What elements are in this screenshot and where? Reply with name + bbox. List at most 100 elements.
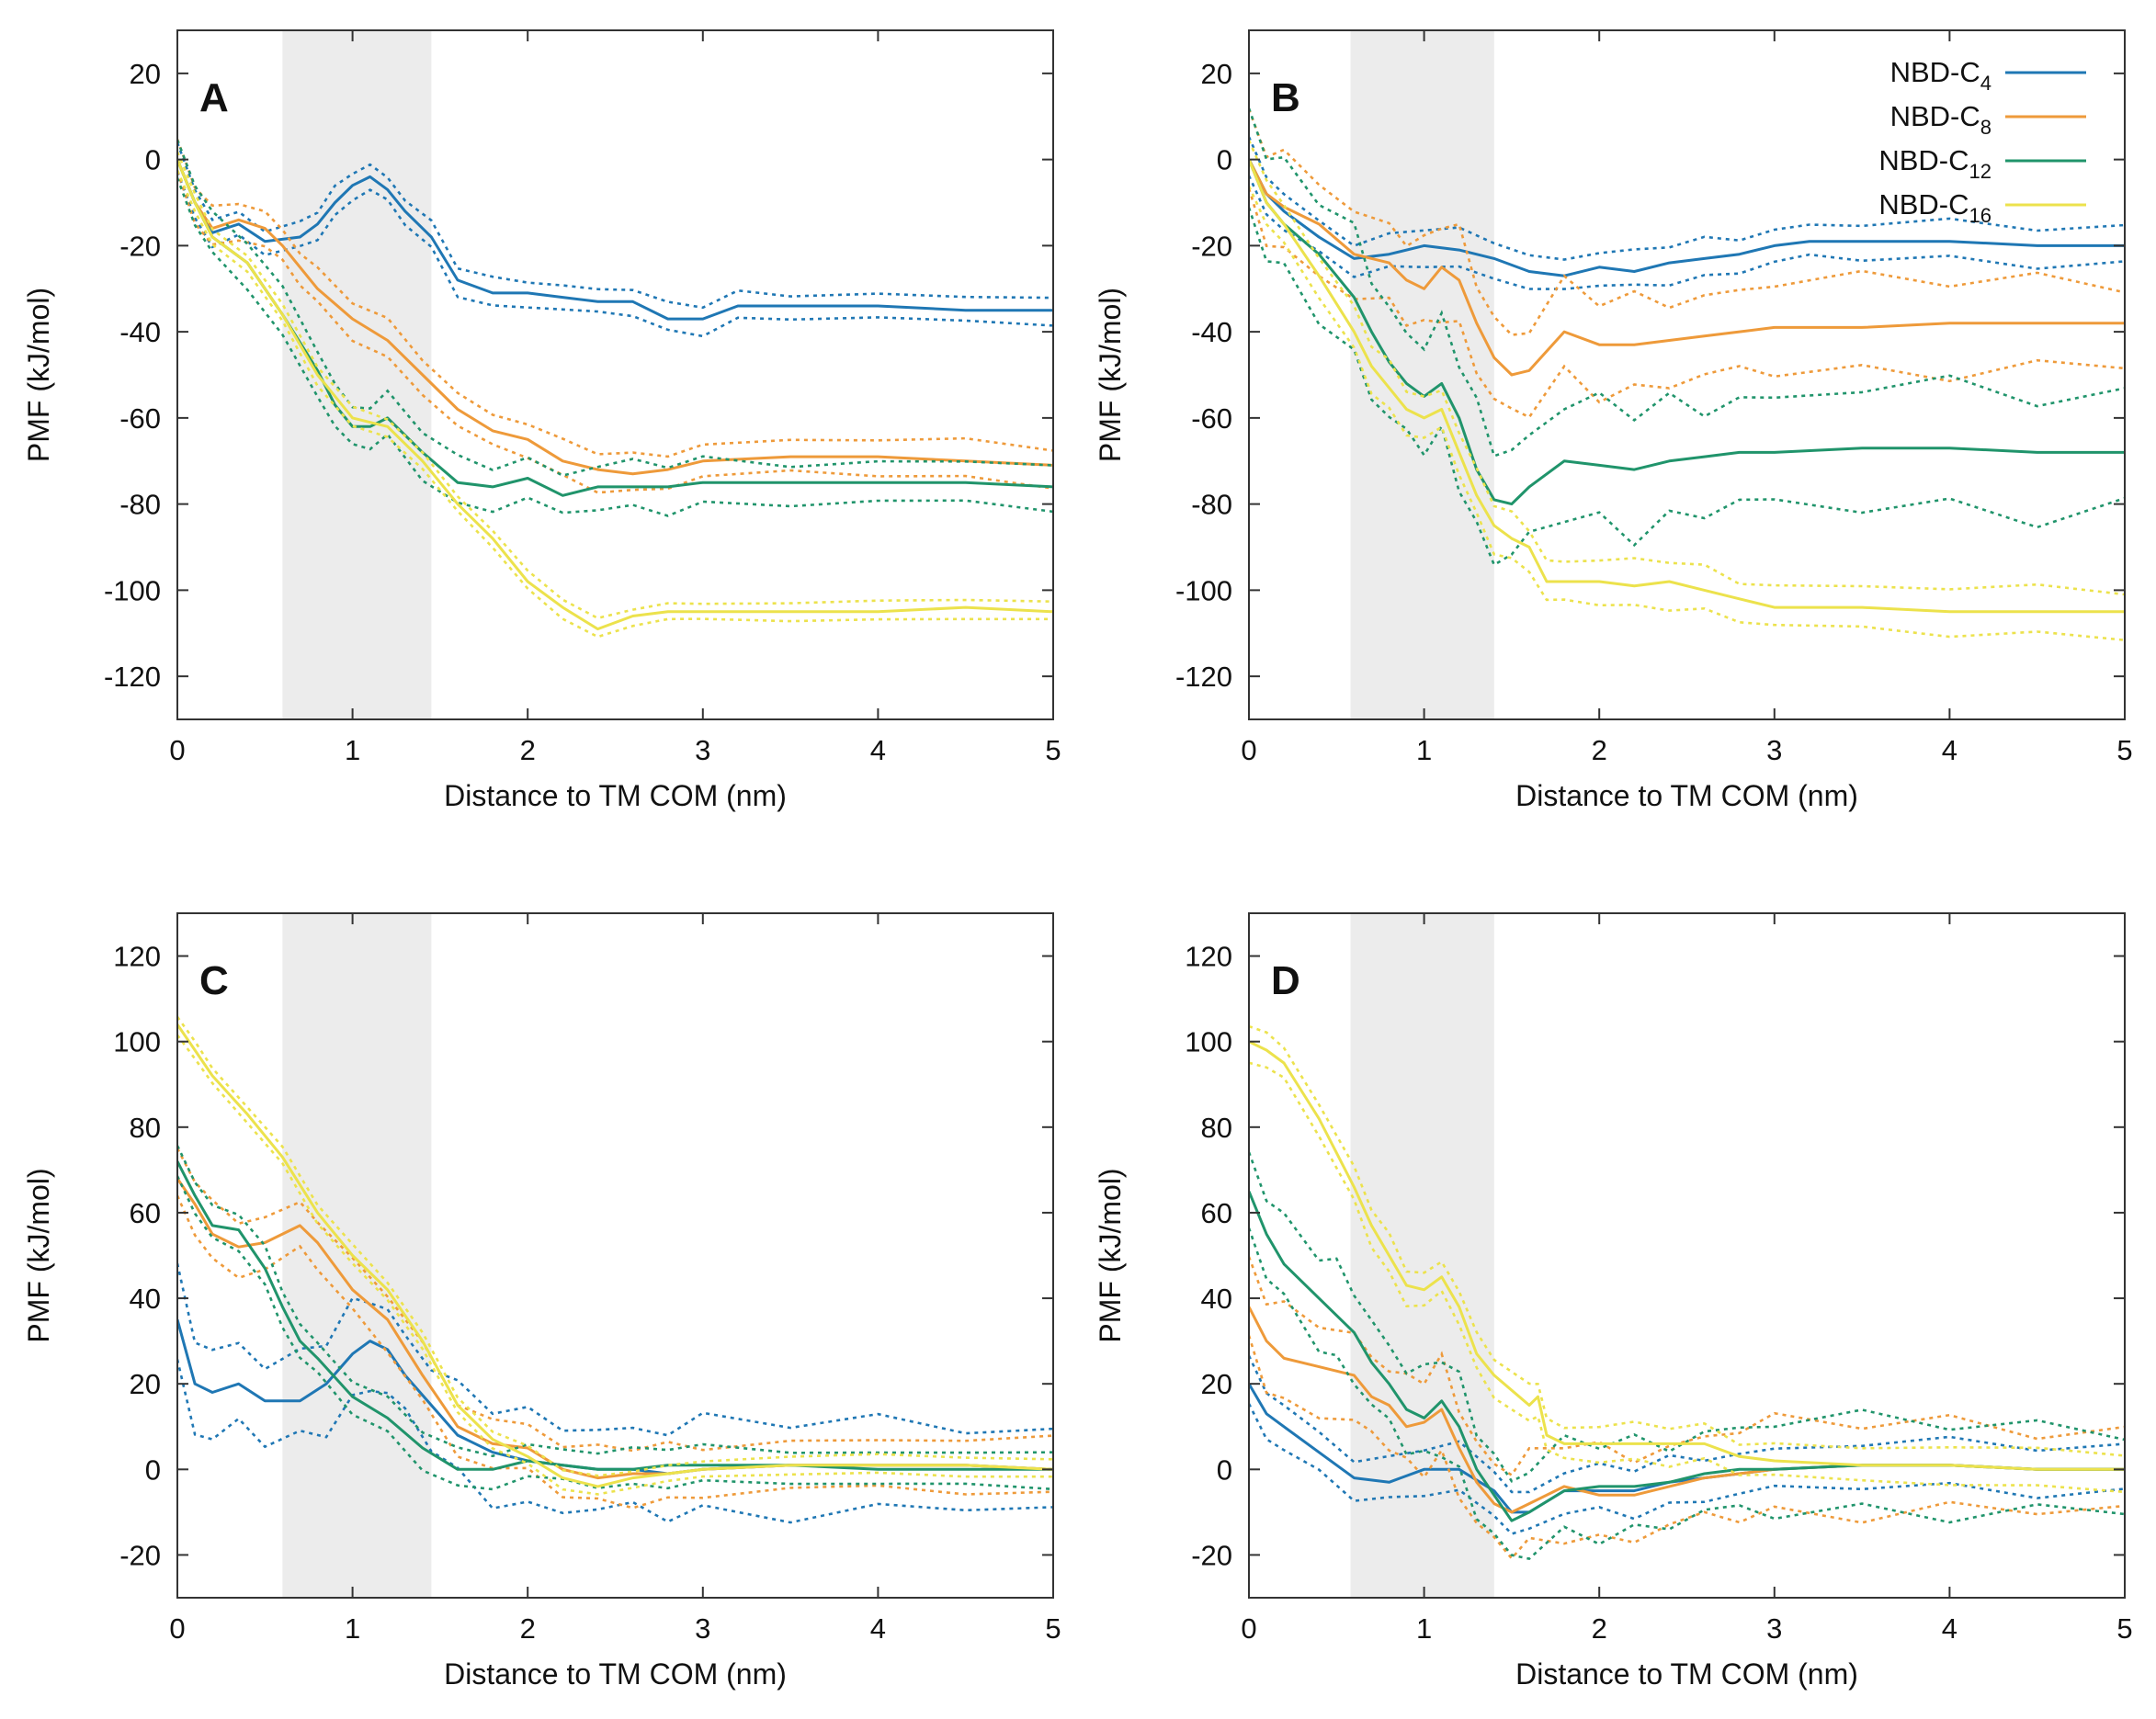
panel-label: D [1271,958,1300,1003]
shaded-region [1350,30,1494,719]
x-tick-label: 3 [1766,734,1782,766]
chart-panel-a: 0 1 2 3 4 5 -120 -100 -80 -60 -40 -20 0 20 Distance to… [22,29,1061,812]
y-tick-label: 0 [1217,1453,1232,1486]
series-nbd-c16-lower-bound [177,1034,1053,1496]
legend-label-nbd-c4: NBD-C4 [1890,56,1991,95]
plot-area [177,139,1053,639]
legend-label-nbd-c16: NBD-C16 [1878,188,1991,227]
series-nbd-c4-lower-bound [1249,175,2125,290]
shaded-region [1350,913,1494,1598]
y-tick-label: 80 [130,1112,161,1144]
plot-area [1249,1024,2125,1561]
chart-panel-c: 0 1 2 3 4 5 -20 0 20 40 60 80 100 120 Distance to TM C… [22,912,1061,1691]
y-tick-label: -60 [119,402,161,435]
series-nbd-c16-line [1249,1040,2125,1471]
x-tick-label: 5 [1045,1612,1061,1645]
y-tick-label: -20 [1191,230,1232,262]
series-nbd-c16-upper-bound [177,151,1053,620]
x-tick-label: 2 [1592,1612,1607,1645]
y-tick-label: 20 [130,58,161,90]
series-nbd-c4-upper-bound [177,1262,1053,1437]
plot-frame [1248,912,2126,1599]
series-nbd-c12-upper-bound [177,1145,1053,1458]
x-axis-label: Distance to TM COM (nm) [444,779,787,812]
y-axis-label: PMF (kJ/mol) [22,1168,55,1342]
series-nbd-c4-lower-bound [177,1359,1053,1524]
legend: NBD-C4 NBD-C8 NBD-C12 NBD-C16 [1878,56,2086,227]
x-tick-label: 4 [870,1612,886,1645]
series-nbd-c8-upper-bound [1249,1256,2125,1477]
series-nbd-c16-line [177,1023,1053,1488]
y-axis-label: PMF (kJ/mol) [1094,1168,1127,1342]
chart-panel-d: 0 1 2 3 4 5 -20 0 20 40 60 80 100 120 Distance to TM C… [1094,912,2133,1691]
series-nbd-c8-lower-bound [177,170,1053,494]
series-nbd-c16-upper-bound [1249,140,2125,596]
x-tick-label: 1 [1416,1612,1432,1645]
x-tick-label: 4 [870,734,886,766]
y-tick-label: -20 [119,1539,161,1571]
x-tick-label: 3 [695,734,710,766]
y-tick-label: 60 [1201,1197,1232,1229]
y-tick-label: 80 [1201,1112,1232,1144]
y-tick-label: 120 [113,941,161,973]
y-tick-label: 40 [1201,1283,1232,1315]
y-tick-label: 40 [130,1283,161,1315]
x-axis-label: Distance to TM COM (nm) [1515,779,1858,812]
y-tick-label: -100 [104,574,161,606]
x-tick-label: 0 [1241,734,1256,766]
y-tick-label: -80 [1191,489,1232,521]
chart-panel-b: 0 1 2 3 4 5 -120 -100 -80 -60 -40 -20 0 20 Distance to… [1094,29,2133,812]
panel-label: B [1271,75,1300,120]
shaded-region [282,30,432,719]
series-nbd-c8-lower-bound [177,1194,1053,1510]
series-nbd-c16-upper-bound [177,1016,1053,1477]
x-tick-label: 0 [169,734,185,766]
x-tick-label: 1 [1416,734,1432,766]
y-tick-label: 0 [1217,144,1232,176]
x-tick-label: 5 [2116,734,2132,766]
series-nbd-c12-upper-bound [1249,1151,2125,1483]
legend-label-nbd-c12: NBD-C12 [1878,144,1991,183]
series-nbd-c4-upper-bound [1249,136,2125,261]
x-tick-label: 3 [695,1612,710,1645]
plot-frame [1248,29,2126,720]
panel-label: C [199,958,229,1003]
y-tick-label: -20 [1191,1539,1232,1571]
series-nbd-c12-upper-bound [1249,107,2125,458]
y-tick-label: -100 [1175,574,1232,606]
series-nbd-c4-upper-bound [177,141,1053,310]
y-tick-label: -40 [1191,316,1232,348]
x-tick-label: 0 [169,1612,185,1645]
x-tick-label: 1 [345,734,360,766]
x-axis-label: Distance to TM COM (nm) [1515,1657,1858,1691]
y-tick-label: -80 [119,489,161,521]
x-tick-label: 1 [345,1612,360,1645]
plot-frame [176,912,1054,1599]
series-nbd-c4-line [177,159,1053,321]
y-tick-label: -20 [119,230,161,262]
series-nbd-c8-line [1249,158,2125,377]
series-nbd-c12-lower-bound [1249,1227,2125,1561]
x-tick-label: 2 [520,734,536,766]
y-tick-label: -60 [1191,402,1232,435]
y-tick-label: 0 [145,1453,161,1486]
series-nbd-c4-lower-bound [1249,1403,2125,1535]
x-tick-label: 3 [1766,1612,1782,1645]
y-tick-label: 20 [1201,58,1232,90]
series-nbd-c16-line [1249,159,2125,614]
shaded-region [282,913,432,1598]
y-tick-label: 100 [1185,1026,1232,1058]
series-nbd-c8-upper-bound [177,1148,1053,1453]
series-nbd-c4-lower-bound [177,171,1053,338]
series-nbd-c12-line [1249,1191,2125,1522]
series-nbd-c12-lower-bound [177,1175,1053,1491]
y-tick-label: -120 [104,661,161,693]
x-tick-label: 2 [520,1612,536,1645]
series-nbd-c8-upper-bound [177,139,1053,458]
series-nbd-c12-line [177,1160,1053,1471]
y-axis-label: PMF (kJ/mol) [22,288,55,462]
series-nbd-c8-lower-bound [1249,1335,2125,1561]
y-tick-label: 100 [113,1026,161,1058]
series-nbd-c8-line [177,159,1053,476]
